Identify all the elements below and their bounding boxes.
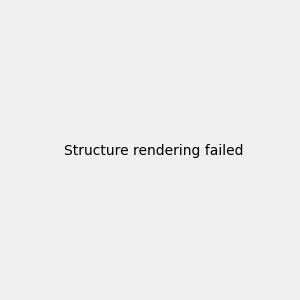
Text: Structure rendering failed: Structure rendering failed <box>64 145 244 158</box>
